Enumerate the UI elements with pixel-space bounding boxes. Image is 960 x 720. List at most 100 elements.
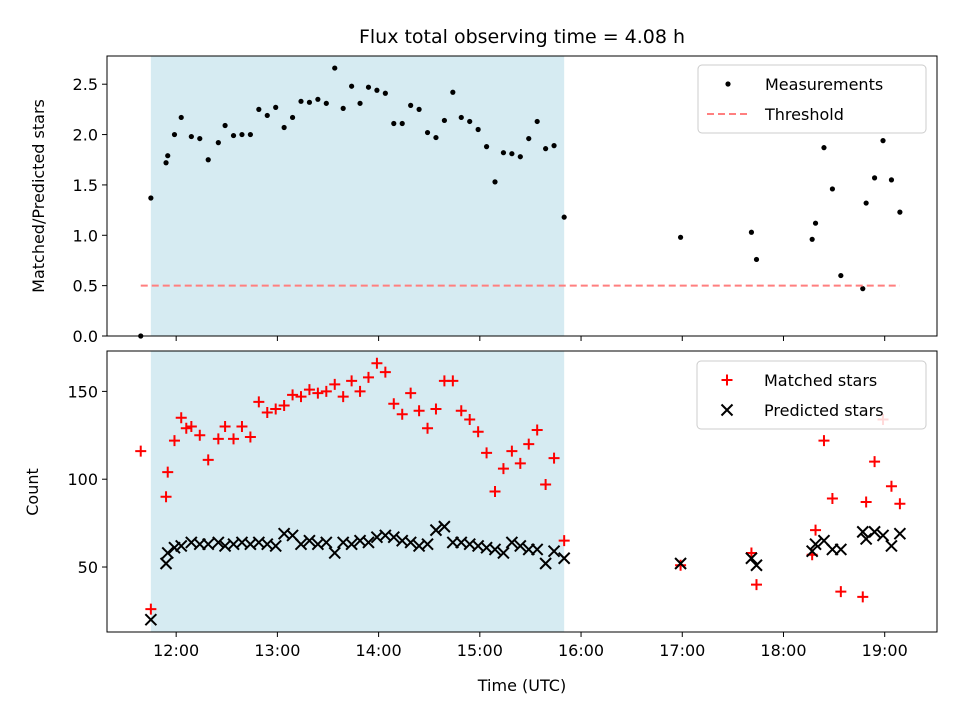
predicted-star-point xyxy=(159,557,173,570)
measurement-point xyxy=(838,272,844,279)
predicted-star-point xyxy=(320,536,333,549)
measurement-point xyxy=(298,98,304,104)
matched-star-point xyxy=(455,405,467,417)
axes-frame xyxy=(106,55,938,337)
matched-star-point xyxy=(185,421,197,433)
matched-star-point xyxy=(346,375,358,387)
measurement-point xyxy=(215,140,221,146)
predicted-star-point xyxy=(144,613,158,626)
predicted-star-point xyxy=(809,537,822,551)
legend-marker-matched xyxy=(721,374,733,386)
measurement-point xyxy=(509,151,515,157)
matched-star-point xyxy=(312,387,324,399)
series-predicted-stars xyxy=(144,520,907,626)
legend: Measurements Threshold xyxy=(697,64,927,134)
matched-star-point xyxy=(745,547,757,559)
measurement-point xyxy=(264,112,270,119)
measurement-point xyxy=(382,90,388,96)
measurement-point xyxy=(677,234,684,240)
observing-interval-shading xyxy=(150,56,565,336)
bottom-y-axis-label: Count xyxy=(23,468,42,516)
series-measurements xyxy=(138,65,903,339)
matched-star-point xyxy=(558,535,570,547)
measurement-point xyxy=(500,150,507,156)
x-tick-label: 18:00 xyxy=(760,641,806,660)
matched-star-point xyxy=(180,422,192,434)
predicted-star-point xyxy=(328,546,341,560)
legend-label: Predicted stars xyxy=(764,401,884,420)
measurement-point xyxy=(416,106,422,112)
matched-star-point xyxy=(675,559,687,571)
predicted-star-point xyxy=(856,525,869,539)
legend-label: Measurements xyxy=(765,75,883,94)
matched-star-point xyxy=(337,391,349,403)
y-tick-label: 2.5 xyxy=(73,75,98,94)
predicted-star-point xyxy=(438,520,451,533)
measurement-point xyxy=(273,104,279,110)
measurement-point xyxy=(433,134,439,141)
predicted-star-point xyxy=(421,537,434,551)
measurement-point xyxy=(458,114,464,121)
predicted-star-point xyxy=(362,536,375,549)
predicted-star-point xyxy=(387,530,400,544)
x-tick-label: 14:00 xyxy=(356,641,402,660)
matched-star-point xyxy=(818,435,830,447)
x-tick-label: 13:00 xyxy=(254,641,300,660)
legend-label: Threshold xyxy=(764,105,844,124)
measurement-point xyxy=(239,131,245,138)
matched-star-point xyxy=(826,493,838,505)
predicted-star-point xyxy=(345,537,358,551)
measurement-point xyxy=(897,209,903,215)
measurement-point xyxy=(178,114,184,121)
measurement-point xyxy=(357,100,363,106)
measurement-point xyxy=(340,105,346,111)
measurement-point xyxy=(753,256,760,263)
x-tick-label: 17:00 xyxy=(659,641,705,660)
measurement-point xyxy=(888,177,895,183)
matched-star-point xyxy=(894,498,906,510)
measurement-point xyxy=(315,96,321,102)
predicted-star-point xyxy=(269,539,282,553)
measurement-point xyxy=(860,286,866,292)
measurement-point xyxy=(222,122,228,129)
measurement-point xyxy=(391,120,397,127)
predicted-star-point xyxy=(674,557,687,570)
matched-star-point xyxy=(489,486,501,497)
measurement-point xyxy=(256,106,262,112)
matched-star-point xyxy=(422,422,434,434)
measurement-point xyxy=(165,153,171,159)
predicted-star-point xyxy=(505,536,519,549)
matched-star-point xyxy=(244,431,256,443)
predicted-star-point xyxy=(175,539,188,553)
predicted-star-point xyxy=(885,539,898,553)
matched-star-point xyxy=(362,371,374,383)
matched-star-point xyxy=(219,421,231,433)
measurement-point xyxy=(880,138,886,144)
matched-star-point xyxy=(253,396,265,408)
matched-star-point xyxy=(278,399,290,411)
predicted-star-point xyxy=(539,557,552,570)
x-axis-label: Time (UTC) xyxy=(477,676,566,695)
matched-star-point xyxy=(750,579,762,591)
y-tick-label: 150 xyxy=(67,382,98,401)
matched-star-point xyxy=(523,438,535,450)
y-tick-label: 1.5 xyxy=(73,176,98,195)
predicted-star-point xyxy=(404,536,417,549)
matched-star-point xyxy=(405,387,417,399)
x-tick-label: 19:00 xyxy=(862,641,908,660)
matched-star-point xyxy=(396,408,408,420)
measurement-point xyxy=(230,132,237,139)
measurement-point xyxy=(492,179,498,185)
measurement-point xyxy=(441,117,447,124)
matched-star-point xyxy=(228,433,240,445)
matched-star-point xyxy=(506,445,518,457)
predicted-star-point xyxy=(834,543,848,556)
measurement-point xyxy=(148,195,154,201)
matched-star-point xyxy=(145,603,157,615)
chart-title: Flux total observing time = 4.08 h xyxy=(359,26,685,48)
measurement-point xyxy=(408,102,414,108)
predicted-star-point xyxy=(161,546,174,560)
matched-star-point xyxy=(303,384,315,396)
measurement-point xyxy=(247,131,253,138)
